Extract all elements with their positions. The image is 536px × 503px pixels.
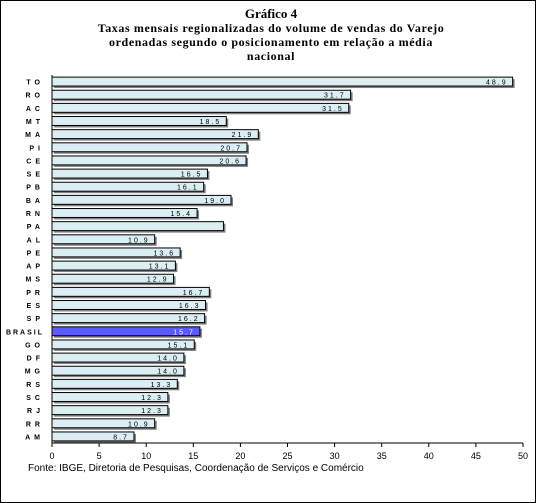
category-label: DF xyxy=(27,356,44,363)
data-label: 14.0 xyxy=(157,356,179,363)
data-label: 15.1 xyxy=(168,342,190,349)
data-label: 8.7 xyxy=(113,434,129,441)
category-label: AM xyxy=(25,434,44,441)
category-label: AC xyxy=(26,106,44,113)
category-label: PR xyxy=(26,290,44,297)
x-tick-label: 5 xyxy=(97,451,102,461)
category-label: TO xyxy=(26,80,44,87)
data-label: 16.3 xyxy=(179,303,201,310)
category-label: SE xyxy=(27,172,44,179)
bar xyxy=(51,76,514,87)
bar xyxy=(51,142,248,153)
bar xyxy=(51,155,247,166)
x-tick-label: 15 xyxy=(188,451,198,461)
data-label: 16.5 xyxy=(181,172,203,179)
category-label: AL xyxy=(27,237,44,244)
data-label: 21.9 xyxy=(232,132,254,139)
data-label: 16.7 xyxy=(183,290,205,297)
category-label: RS xyxy=(26,382,44,389)
data-label: 15.7 xyxy=(173,329,195,336)
category-label: MT xyxy=(26,119,44,126)
x-tick-label: 25 xyxy=(282,451,292,461)
x-tick-label: 0 xyxy=(49,451,54,461)
category-label: MA xyxy=(25,132,44,139)
data-label: 31.5 xyxy=(322,106,344,113)
category-label: SC xyxy=(26,395,44,402)
category-label: RR xyxy=(26,421,44,428)
bar xyxy=(51,221,224,232)
category-label: BRASIL xyxy=(6,329,44,336)
x-tick-label: 45 xyxy=(471,451,481,461)
chart-subtitle-line-3: nacional xyxy=(246,49,296,63)
category-label: PE xyxy=(27,250,44,257)
data-label: 12.3 xyxy=(141,395,163,402)
category-label: BA xyxy=(26,198,44,205)
bar xyxy=(51,102,350,113)
chart-subtitle-line-1: Taxas mensais regionalizadas do volume d… xyxy=(97,21,445,35)
data-label: 19.0 xyxy=(204,198,226,205)
data-label: 31.7 xyxy=(324,93,346,100)
category-label: MS xyxy=(26,277,45,284)
data-label: 20.7 xyxy=(220,145,242,152)
x-tick-label: 30 xyxy=(330,451,340,461)
data-label: 13.3 xyxy=(151,382,173,389)
data-label: 48.9 xyxy=(486,80,508,87)
data-label: 18.5 xyxy=(200,119,222,126)
chart-subtitle-line-2: ordenadas segundo o posicionamento em re… xyxy=(109,35,433,49)
category-label: AP xyxy=(26,264,44,271)
bar xyxy=(51,89,352,100)
category-label: ES xyxy=(27,303,44,310)
data-label: 12.9 xyxy=(147,277,169,284)
x-tick-label: 50 xyxy=(518,451,528,461)
x-tick-label: 20 xyxy=(235,451,245,461)
data-label: 12.3 xyxy=(141,408,163,415)
category-label: PA xyxy=(27,224,44,231)
category-label: RJ xyxy=(27,408,44,415)
category-label: MG xyxy=(25,369,44,376)
x-tick-label: 35 xyxy=(377,451,387,461)
category-label: RO xyxy=(26,93,45,100)
data-label: 16.2 xyxy=(178,316,200,323)
category-label: SP xyxy=(27,316,44,323)
data-label: 13.1 xyxy=(149,264,171,271)
data-label: 15.4 xyxy=(170,211,192,218)
category-label: PI xyxy=(29,145,44,152)
chart-title: Gráfico 4 xyxy=(244,6,298,21)
chart-title-block: Gráfico 4 Taxas mensais regionalizadas d… xyxy=(1,6,535,64)
source-note: Fonte: IBGE, Diretoria de Pesquisas, Coo… xyxy=(28,463,364,474)
bar xyxy=(51,129,259,140)
data-label: 14.0 xyxy=(157,369,179,376)
category-label: RN xyxy=(26,211,44,218)
category-label: GO xyxy=(25,342,44,349)
x-tick-label: 10 xyxy=(141,451,151,461)
category-label: PB xyxy=(26,185,44,192)
category-label: CE xyxy=(26,158,44,165)
data-label: 10.9 xyxy=(128,421,150,428)
data-label: 13.6 xyxy=(153,250,175,257)
data-label: 20.6 xyxy=(219,158,241,165)
x-tick-label: 40 xyxy=(424,451,434,461)
data-label: 10.9 xyxy=(128,237,150,244)
data-label: 16.1 xyxy=(177,185,199,192)
